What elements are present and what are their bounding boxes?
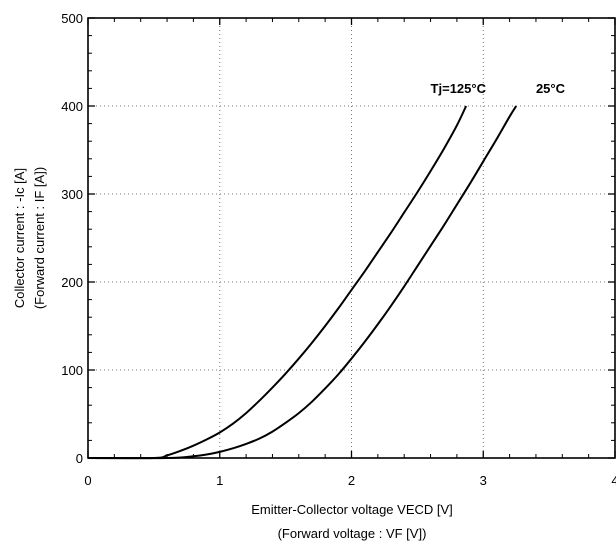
series-annotation: Tj=125°C xyxy=(431,81,487,96)
x-tick-label: 4 xyxy=(611,473,616,488)
tick-labels: 0 1 2 3 4 0 100 200 300 400 500 xyxy=(61,11,616,488)
y-tick-label: 500 xyxy=(61,11,83,26)
y-tick-label: 400 xyxy=(61,99,83,114)
series-group xyxy=(87,105,518,460)
y-tick-label: 0 xyxy=(76,451,83,466)
x-tick-label: 3 xyxy=(480,473,487,488)
x-axis-title: Emitter-Collector voltage VECD [V] xyxy=(251,502,453,517)
grid xyxy=(88,18,615,458)
x-tick-label: 1 xyxy=(216,473,223,488)
x-tick-label: 2 xyxy=(348,473,355,488)
series-line xyxy=(87,105,468,460)
y-axis-title: Collector current : -Ic [A] xyxy=(12,168,27,308)
y-tick-label: 100 xyxy=(61,363,83,378)
series-annotation: 25°C xyxy=(536,81,566,96)
y-tick-label: 200 xyxy=(61,275,83,290)
x-tick-label: 0 xyxy=(84,473,91,488)
x-axis-title-line2: (Forward voltage : VF [V]) xyxy=(278,526,427,541)
annotations: Tj=125°C 25°C xyxy=(431,81,566,96)
series-line xyxy=(87,105,518,460)
y-tick-label: 300 xyxy=(61,187,83,202)
ticks xyxy=(87,17,616,459)
y-axis-title-line2: (Forward current : IF [A]) xyxy=(32,167,47,309)
